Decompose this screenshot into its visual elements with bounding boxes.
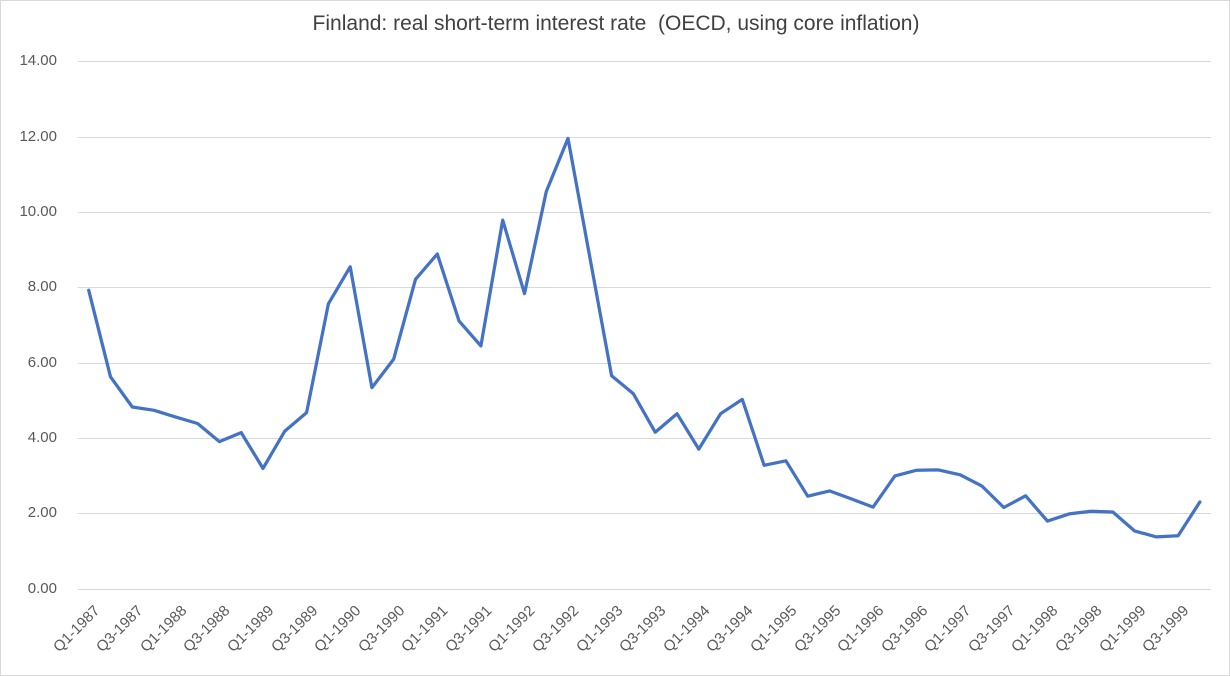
y-tick-label: 10.00 — [19, 202, 57, 220]
y-tick-label: 4.00 — [27, 428, 57, 446]
chart-title: Finland: real short-term interest rate (… — [312, 12, 920, 35]
y-tick-label: 14.00 — [19, 52, 57, 70]
y-tick-label: 12.00 — [19, 127, 57, 145]
y-tick-label: 8.00 — [27, 278, 57, 296]
y-tick-label: 6.00 — [27, 353, 57, 371]
y-tick-label: 2.00 — [27, 504, 57, 522]
data-series-line — [87, 136, 1202, 539]
y-tick-label: 0.00 — [27, 579, 57, 597]
